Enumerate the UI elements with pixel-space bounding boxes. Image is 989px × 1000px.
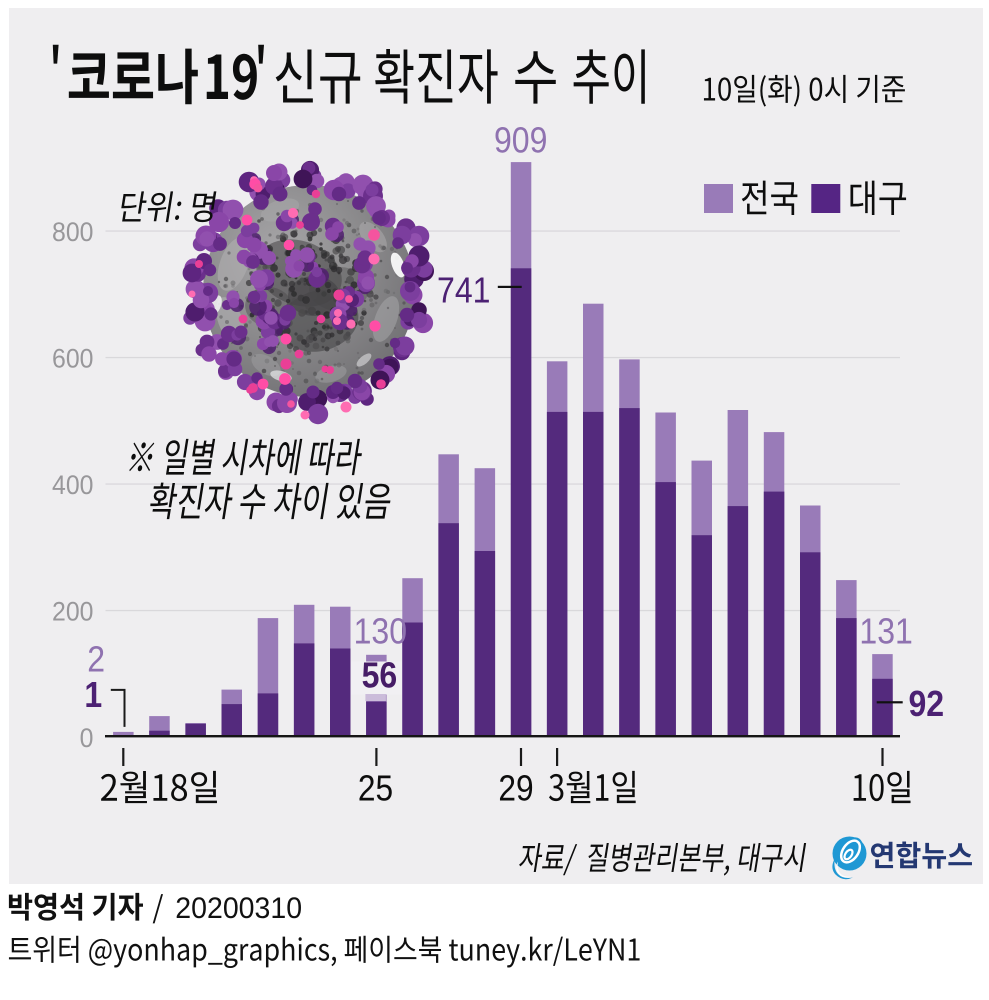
svg-text:800: 800 bbox=[52, 218, 93, 247]
svg-text:0: 0 bbox=[80, 724, 94, 753]
svg-text:1: 1 bbox=[84, 675, 102, 715]
svg-text:200: 200 bbox=[52, 597, 93, 626]
svg-text:56: 56 bbox=[362, 656, 398, 696]
svg-text:131: 131 bbox=[859, 612, 912, 652]
svg-text:29: 29 bbox=[498, 769, 533, 809]
svg-text:909: 909 bbox=[494, 121, 547, 161]
svg-text:600: 600 bbox=[52, 344, 93, 373]
svg-text:741: 741 bbox=[437, 271, 490, 311]
svg-text:400: 400 bbox=[52, 471, 93, 500]
svg-text:130: 130 bbox=[354, 612, 407, 652]
svg-text:20200310: 20200310 bbox=[175, 892, 302, 925]
svg-text:25: 25 bbox=[358, 769, 393, 809]
svg-text:92: 92 bbox=[909, 685, 945, 725]
svg-text:2: 2 bbox=[87, 640, 105, 680]
